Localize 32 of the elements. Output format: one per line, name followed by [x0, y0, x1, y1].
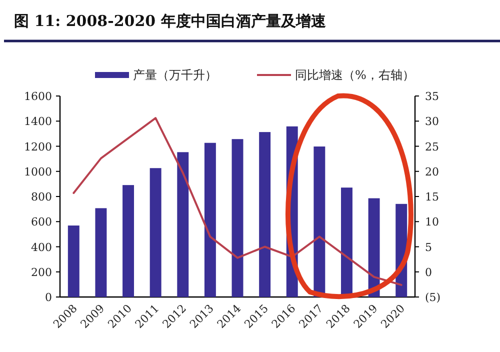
y-tick-label: 1200: [24, 140, 52, 154]
y2-tick-label: (5): [425, 291, 441, 304]
chart-title: 图 11: 2008-2020 年度中国白酒产量及增速: [14, 12, 327, 30]
y2-tick-label: 30: [425, 115, 439, 128]
y2-tick-label: 5: [425, 240, 432, 254]
y2-tick-label: 35: [425, 90, 439, 103]
y2-tick-label: 15: [425, 190, 439, 204]
bar: [259, 132, 271, 297]
bar: [150, 168, 162, 297]
y-tick-label: 1400: [24, 115, 52, 128]
bar: [95, 208, 107, 297]
bar: [68, 226, 80, 297]
legend-label: 产量（万千升）: [133, 68, 217, 82]
bar: [314, 146, 326, 297]
y-tick-label: 1600: [24, 90, 52, 103]
y-tick-label: 1000: [24, 165, 52, 178]
y2-tick-label: 10: [425, 216, 439, 229]
y-tick-label: 400: [31, 240, 52, 254]
y-tick-label: 0: [45, 291, 52, 304]
y-tick-label: 600: [31, 216, 52, 229]
bar: [368, 198, 380, 297]
y2-tick-label: 20: [425, 165, 439, 178]
bar: [204, 142, 216, 297]
y-tick-label: 800: [31, 190, 52, 204]
bar: [177, 152, 189, 297]
line-series: [72, 117, 402, 286]
bar: [122, 185, 134, 297]
bar: [232, 139, 244, 297]
legend-label: 同比增速（%，右轴）: [295, 68, 414, 82]
y2-tick-label: 25: [425, 140, 439, 154]
y2-tick-label: 0: [425, 266, 432, 279]
y-tick-label: 200: [31, 266, 52, 279]
